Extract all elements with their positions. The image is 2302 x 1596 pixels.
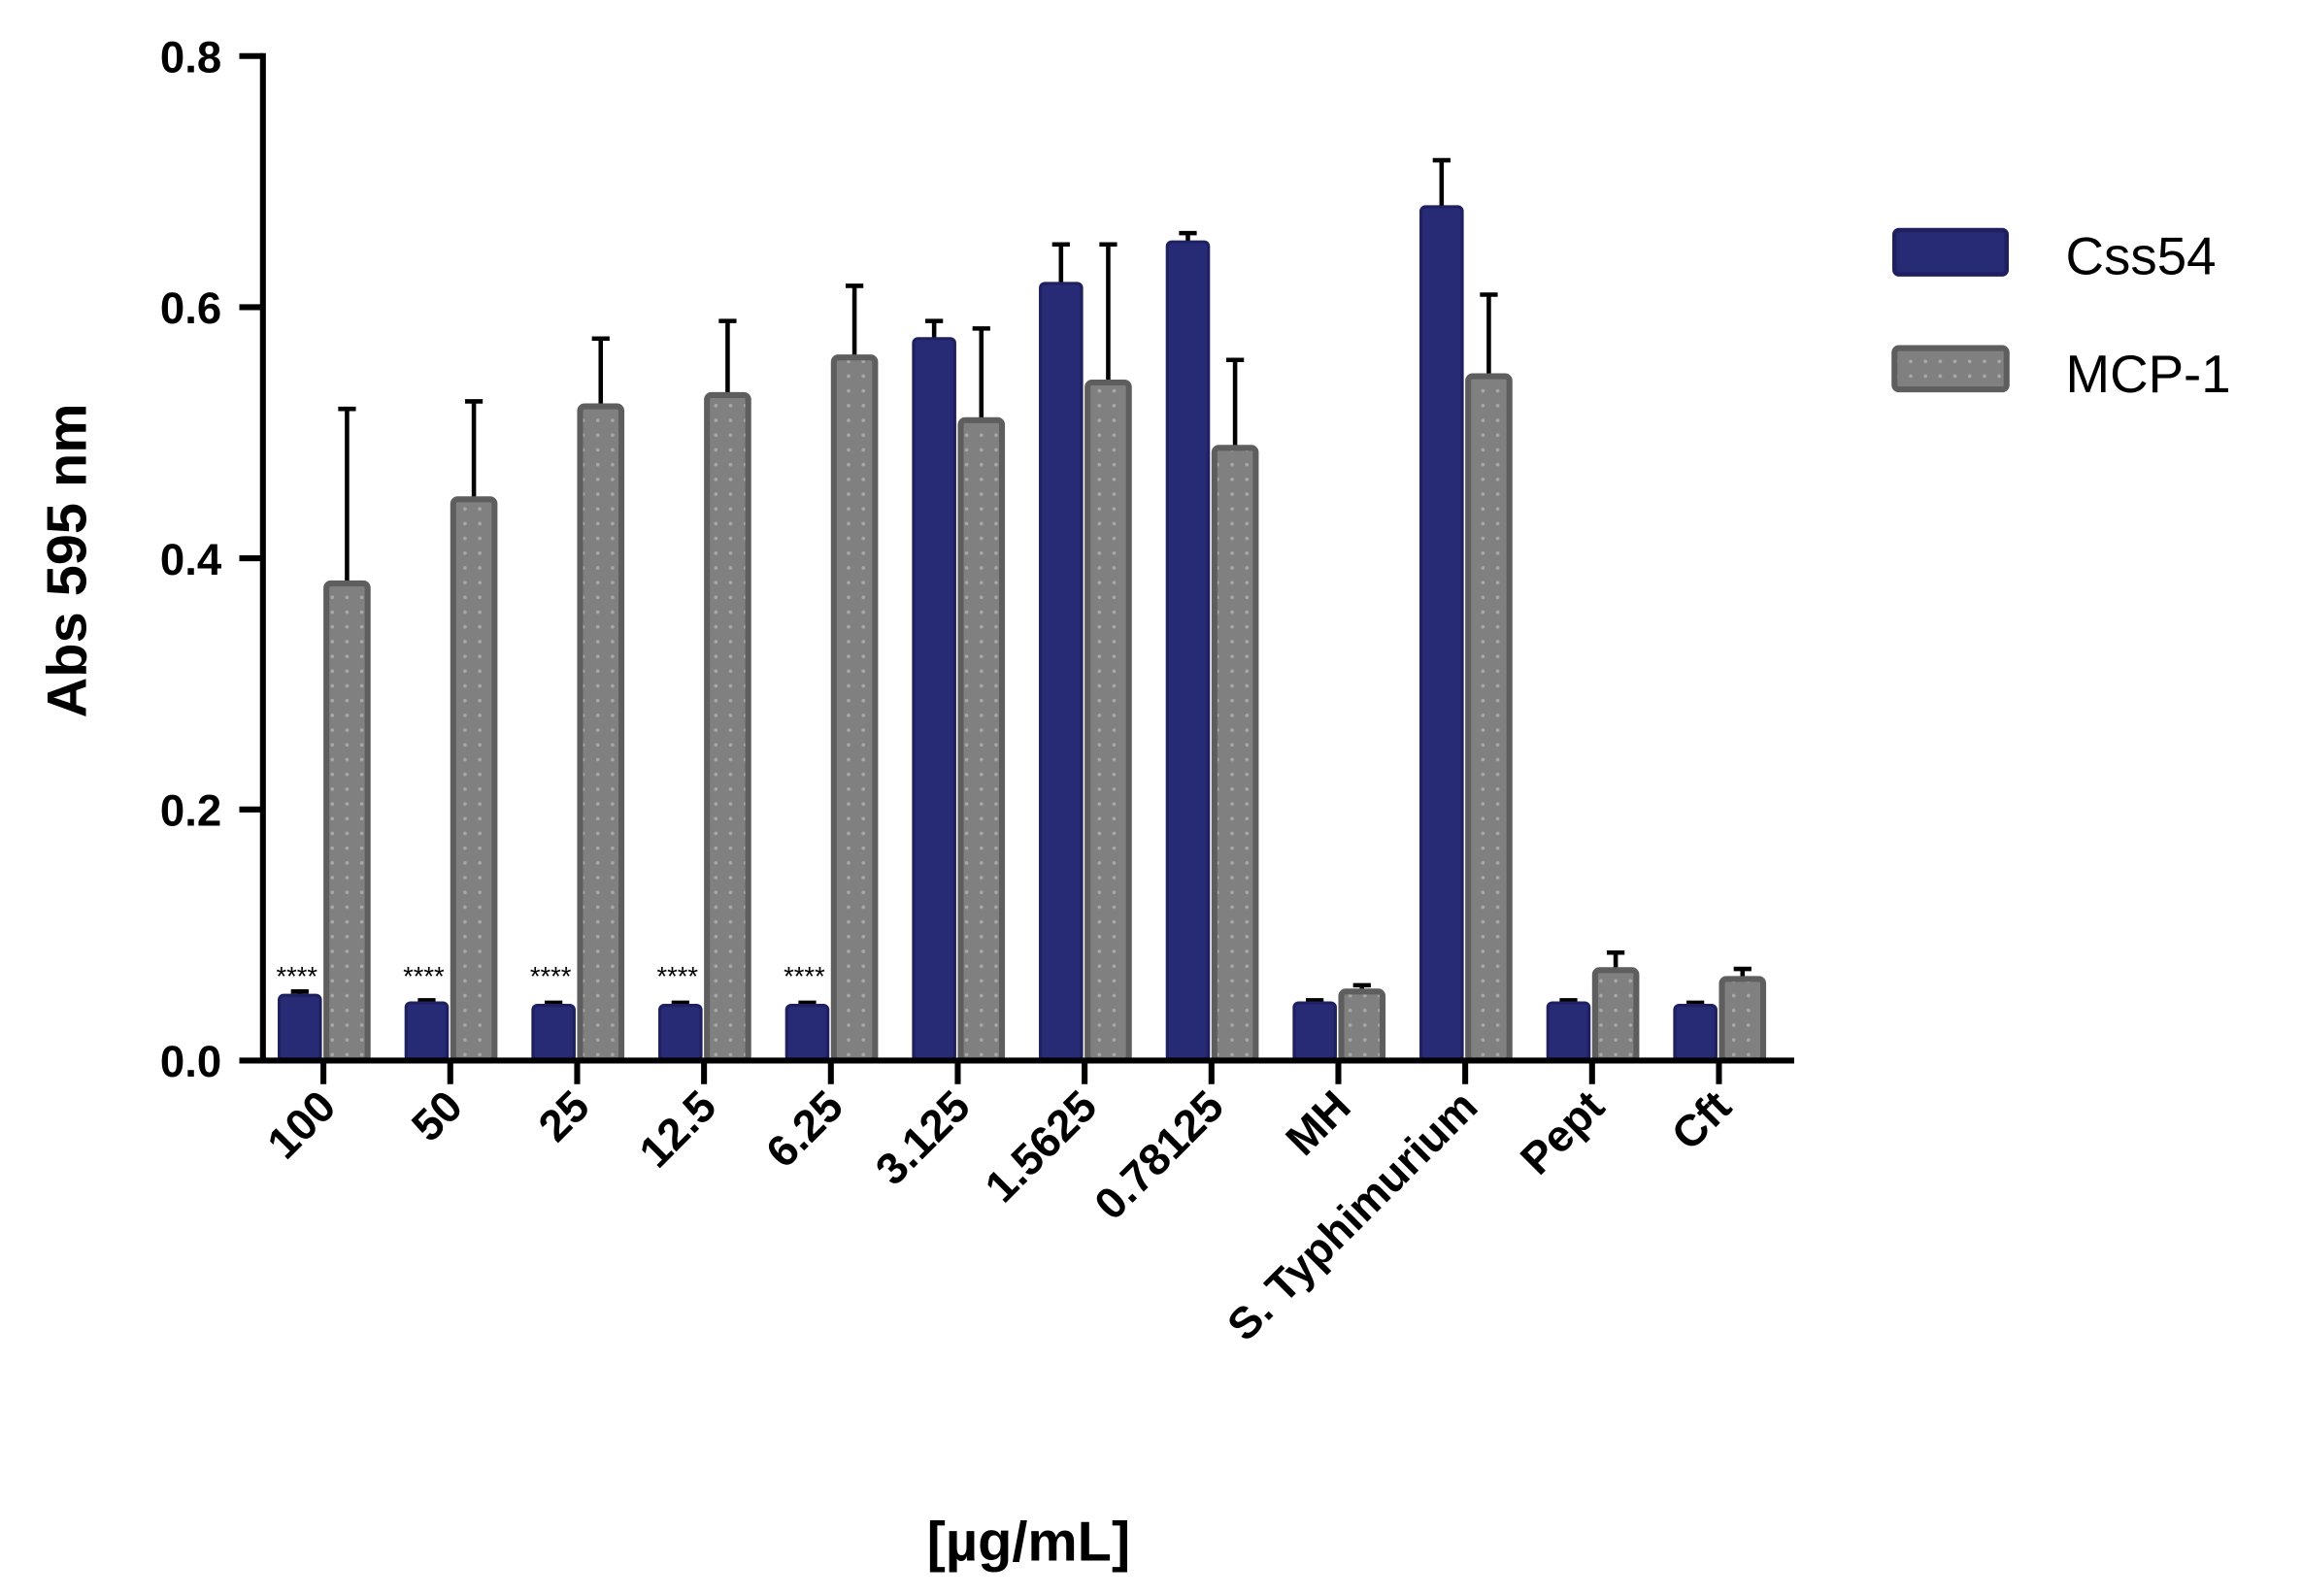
x-tick-label: Pept [1511, 1081, 1614, 1184]
bar-css54 [658, 1004, 703, 1062]
legend: Css54 MCP-1 [1891, 226, 2231, 404]
x-tick-label: 6.25 [756, 1081, 852, 1178]
bar-mcp1 [957, 416, 1006, 1064]
bar-css54 [1292, 1001, 1337, 1062]
legend-label-mcp1: MCP-1 [2066, 344, 2231, 404]
bar-mcp1 [1338, 988, 1386, 1064]
y-tick-label: 0.2 [160, 785, 221, 835]
significance-label: **** [656, 961, 698, 991]
bar-css54 [912, 337, 956, 1062]
legend-swatch-css54 [1892, 227, 2010, 277]
significance-label: **** [276, 961, 317, 991]
y-tick-label: 0.8 [160, 32, 221, 82]
bar-css54 [1165, 240, 1211, 1062]
legend-label-css54: Css54 [2066, 226, 2217, 286]
significance-label: **** [530, 961, 572, 991]
significance-label: **** [784, 961, 825, 991]
x-axis-label: [µg/mL] [927, 1512, 1131, 1574]
bar-mcp1 [450, 496, 498, 1064]
bar-mcp1 [1718, 976, 1767, 1064]
y-axis-label: Abs 595 nm [36, 403, 98, 717]
bar-css54 [1546, 1001, 1591, 1062]
x-tick-label: 0.78125 [1084, 1081, 1233, 1230]
bar-mcp1 [704, 391, 751, 1064]
bar-mcp1 [1465, 373, 1513, 1064]
bar-css54 [531, 1004, 576, 1062]
x-tick-label: MH [1277, 1081, 1360, 1165]
y-tick-label: 0.0 [160, 1037, 221, 1086]
bar-css54 [1419, 205, 1464, 1062]
y-tick-label: 0.4 [160, 535, 222, 584]
x-tick-label: 12.5 [630, 1081, 726, 1178]
x-tick-label: 100 [258, 1081, 346, 1169]
x-tick-label: Cft [1662, 1081, 1741, 1160]
x-tick-label: 25 [529, 1081, 599, 1151]
significance-label: **** [403, 961, 445, 991]
legend-swatch-mcp1 [1891, 345, 2010, 393]
y-tick-label: 0.6 [160, 283, 221, 333]
bar-css54 [784, 1004, 830, 1062]
bar-css54 [404, 1001, 450, 1062]
bar-css54 [1039, 282, 1084, 1062]
bar-css54 [1673, 1004, 1718, 1062]
bar-mcp1 [1084, 379, 1132, 1064]
x-tick-label: 50 [402, 1081, 472, 1151]
bar-mcp1 [830, 354, 879, 1064]
x-tick-label: 3.125 [866, 1081, 980, 1195]
bar-mcp1 [577, 403, 625, 1064]
bar-mcp1 [1211, 445, 1259, 1064]
bar-css54 [278, 993, 322, 1062]
bar-mcp1 [1591, 967, 1640, 1064]
bar-mcp1 [323, 580, 371, 1064]
